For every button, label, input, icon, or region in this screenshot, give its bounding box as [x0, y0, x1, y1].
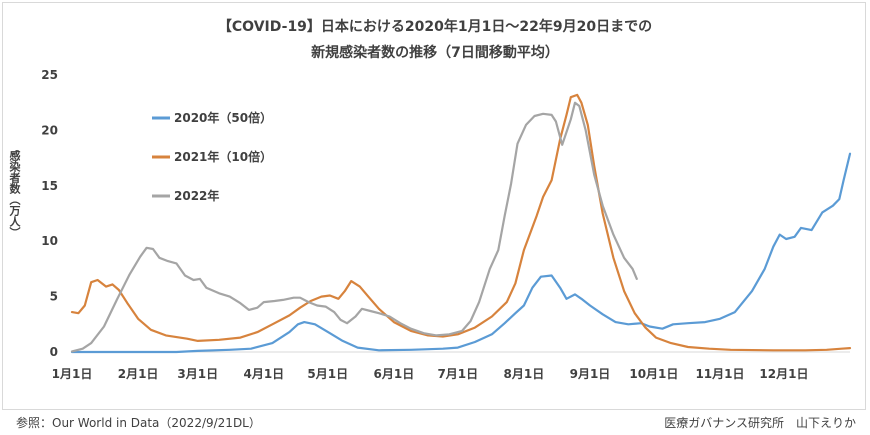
legend-label: 2022年	[174, 188, 219, 203]
legend: 2020年（50倍） 2021年（10倍） 2022年	[152, 110, 272, 203]
y-tick-label: 15	[41, 179, 58, 193]
series-line-3	[70, 101, 638, 353]
legend-label: 2020年（50倍）	[174, 110, 272, 125]
x-tick-label: 6月1日	[374, 367, 415, 381]
x-axis-ticks: 1月1日 2月1日 3月1日 4月1日 5月1日 6月1日 7月1日 8月1日 9月1日 10月1…	[52, 367, 809, 381]
line-chart: 0 5 10 15 20 25 1月1日 2月1日 3月1日 4月1日 5月1日 6月1日 7月1日 8…	[41, 68, 852, 381]
y-tick-label: 5	[50, 290, 58, 304]
source-credit: 参照：Our World in Data（2022/9/21DL）	[16, 416, 261, 430]
y-tick-label: 10	[41, 234, 58, 248]
y-tick-label: 0	[50, 345, 58, 359]
x-tick-label: 12月1日	[759, 367, 808, 381]
series-line-1	[70, 152, 852, 354]
chart-subtitle: 新規感染者数の推移（7日間移動平均）	[311, 45, 559, 61]
y-axis-ticks: 0 5 10 15 20 25	[41, 68, 58, 359]
x-tick-label: 7月1日	[437, 367, 478, 381]
x-tick-label: 1月1日	[52, 367, 93, 381]
y-axis-label: 感染者数（万人）	[8, 150, 21, 238]
y-tick-label: 20	[41, 123, 58, 137]
y-tick-label: 25	[41, 68, 58, 82]
chart-title: 【COVID-19】日本における2020年1月1日～22年9月20日までの	[217, 19, 653, 35]
author-credit: 医療ガバナンス研究所 山下えりか	[664, 416, 856, 430]
x-tick-label: 5月1日	[307, 367, 348, 381]
x-tick-label: 9月1日	[570, 367, 611, 381]
series-lines	[70, 93, 852, 354]
chart-frame	[2, 2, 866, 410]
x-tick-label: 3月1日	[177, 367, 218, 381]
legend-label: 2021年（10倍）	[174, 149, 272, 164]
x-tick-label: 11月1日	[695, 367, 744, 381]
x-tick-label: 4月1日	[243, 367, 284, 381]
x-tick-label: 8月1日	[504, 367, 545, 381]
x-tick-label: 10月1日	[629, 367, 678, 381]
x-tick-label: 2月1日	[118, 367, 159, 381]
